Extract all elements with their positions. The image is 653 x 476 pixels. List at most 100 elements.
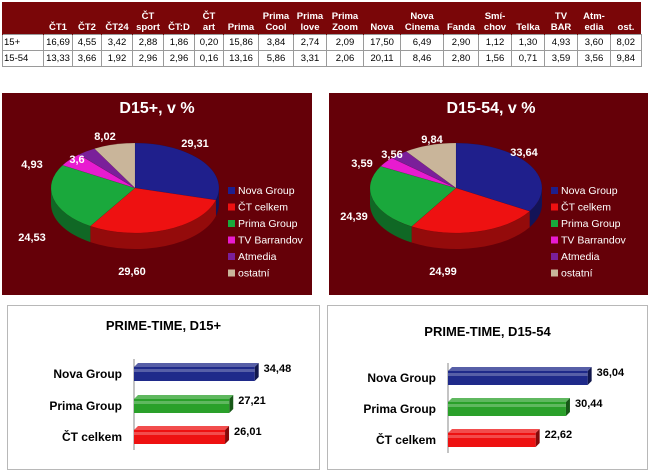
table-cell: 3,84 [258, 34, 294, 51]
table-cell: 3,66 [72, 50, 102, 67]
column-header: ČT sport [132, 2, 164, 35]
pie-data-label: 4,93 [21, 159, 42, 171]
legend-item: Nova Group [238, 185, 295, 197]
table-cell: 3,56 [577, 50, 611, 67]
pie-slice [78, 148, 136, 189]
legend-swatch [228, 187, 235, 194]
table-cell: 2,80 [443, 50, 479, 67]
table-cell: 15,86 [223, 34, 259, 51]
column-header: TV BAR [544, 2, 578, 35]
category-label: ČT celkem [376, 432, 436, 447]
column-header: Prima love [293, 2, 327, 35]
pie-data-label: 9,84 [421, 134, 443, 146]
pie-slice [391, 151, 457, 189]
legend-item: Atmedia [238, 251, 277, 263]
table-cell: 2,09 [326, 34, 364, 51]
legend-item: Atmedia [561, 251, 600, 263]
category-label: ČT celkem [62, 429, 122, 444]
column-header: ČT art [194, 2, 224, 35]
legend-swatch [228, 269, 235, 277]
bar-data-label: 36,04 [597, 367, 625, 379]
pie-data-label: 24,99 [429, 266, 457, 278]
column-header: Fanda [443, 2, 479, 35]
pie-slice [405, 142, 457, 189]
bar-chart-svg: PRIME-TIME, D15+ 34,48 Nova Group 27,21 Prim… [49, 318, 291, 450]
share-table: ČT1 ČT2 ČT24 ČT sport ČT:D ČT art Prima … [2, 2, 642, 67]
table-cell: 3,60 [577, 34, 611, 51]
legend-swatch [228, 236, 235, 244]
category-label: Prima Group [49, 399, 122, 413]
table-cell: 1,86 [163, 34, 195, 51]
column-header: Prima Zoom [326, 2, 364, 35]
pie-slice-side [411, 211, 530, 249]
table-cell: 1,92 [101, 50, 133, 67]
column-header: Telka [511, 2, 545, 35]
pie-data-label: 33,64 [510, 147, 538, 159]
table-cell: 20,11 [363, 50, 401, 67]
table-header-row: ČT1 ČT2 ČT24 ČT sport ČT:D ČT art Prima … [2, 2, 641, 35]
legend-item: Prima Group [561, 218, 621, 230]
bar-data-label: 26,01 [234, 426, 262, 438]
table-cell: 2,90 [443, 34, 479, 51]
pie-chart-svg: D15+, v % 29,31 29,60 24,53 4,93 3,6 8,02 Nova … [18, 100, 303, 280]
column-header: Prima [223, 2, 259, 35]
chart-title: PRIME-TIME, D15-54 [424, 324, 551, 339]
legend-swatch [551, 269, 558, 277]
table-cell: 17,50 [363, 34, 401, 51]
table-cell: 3,42 [101, 34, 133, 51]
table-cell: 8,46 [400, 50, 444, 67]
pie-slice [411, 187, 531, 234]
pie-data-label: 24,39 [340, 211, 368, 223]
pie-slice [62, 154, 136, 189]
table-cell: 4,93 [544, 34, 578, 51]
column-header: ČT24 [101, 2, 133, 35]
column-header: Prima Cool [258, 2, 294, 35]
category-label: Nova Group [53, 367, 122, 381]
table-cell: 1,12 [478, 34, 512, 51]
pie-depth [370, 188, 542, 249]
pie-slice [89, 187, 217, 234]
chart-title: PRIME-TIME, D15+ [106, 318, 222, 333]
table-cell: 6,49 [400, 34, 444, 51]
legend-item: Nova Group [561, 185, 618, 197]
legend-item: TV Barrandov [561, 235, 627, 247]
table-cell: 5,86 [258, 50, 294, 67]
table-cell: 2,06 [326, 50, 364, 67]
legend-item: ČT celkem [238, 201, 288, 214]
pie-slice [93, 142, 136, 189]
table-cell: 13,16 [223, 50, 259, 67]
column-header: Nova [363, 2, 401, 35]
chart-title: D15-54, v % [447, 100, 536, 117]
table-corner [2, 2, 44, 35]
pie-slice [369, 166, 457, 227]
pie-slice [455, 142, 543, 212]
pie-chart-d15plus: D15+, v % 29,31 29,60 24,53 4,93 3,6 8,02 Nova … [2, 93, 312, 295]
pie-data-label: 3,6 [69, 154, 84, 166]
bar [134, 395, 234, 413]
table-cell: 2,88 [132, 34, 164, 51]
pie-slice [134, 142, 220, 201]
legend-swatch [228, 203, 235, 211]
legend-swatch [228, 253, 235, 260]
legend-swatch [551, 253, 558, 260]
pie-slice-side [529, 188, 542, 228]
table-cell: 8,02 [610, 34, 642, 51]
row-label: 15-54 [2, 50, 44, 67]
bar-data-label: 30,44 [575, 398, 603, 410]
bar-chart-primetime-d15plus: PRIME-TIME, D15+ 34,48 Nova Group 27,21 Prim… [7, 305, 320, 470]
chart-title: D15+, v % [119, 100, 194, 117]
table-row: 15-54 13,33 3,66 1,92 2,96 2,96 0,16 13,… [2, 50, 642, 67]
table-cell: 13,33 [43, 50, 73, 67]
category-label: Nova Group [367, 371, 436, 385]
pie-chart-svg: D15-54, v % 33,64 24,99 24,39 3,59 3,56 9,84 No… [340, 100, 627, 280]
pie-data-label: 3,59 [351, 158, 372, 170]
pie-slice-side [370, 188, 412, 243]
bar [448, 429, 540, 447]
column-header: ČT2 [72, 2, 102, 35]
column-header: ČT1 [43, 2, 73, 35]
table-cell: 9,84 [610, 50, 642, 67]
bar [134, 426, 230, 444]
pie-data-label: 29,60 [118, 266, 146, 278]
column-header: Nova Cinema [400, 2, 444, 35]
legend-swatch [551, 187, 558, 194]
